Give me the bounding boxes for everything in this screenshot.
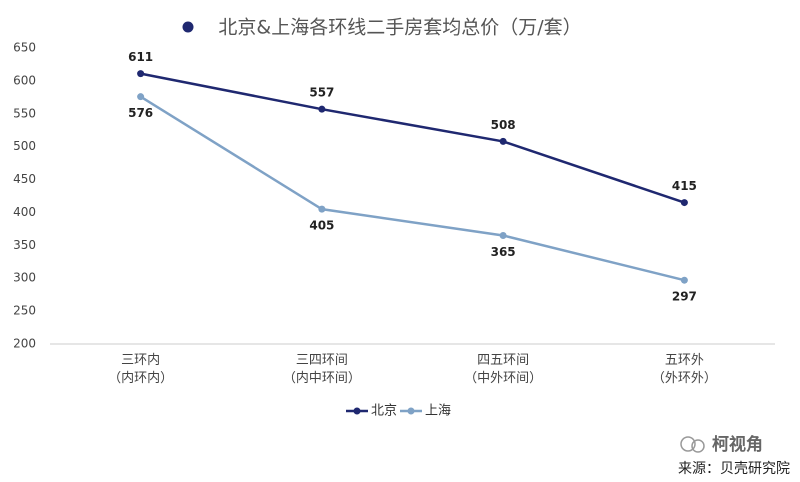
source-note: 来源：贝壳研究院 (678, 460, 790, 477)
chart-title: 北京&上海各环线二手房套均总价（万/套） (218, 17, 581, 39)
y-tick-label: 450 (13, 172, 36, 186)
data-point (499, 231, 507, 239)
y-tick-label: 350 (13, 238, 36, 252)
x-tick-label: 三环内 （内环内） (108, 353, 174, 386)
y-tick-label: 600 (13, 73, 36, 87)
data-point (680, 276, 688, 284)
y-tick-label: 550 (13, 106, 36, 120)
data-point (499, 137, 507, 145)
x-tick-label: 三四环间 （内中环间） (282, 353, 361, 386)
data-label: 297 (672, 290, 697, 304)
x-tick-label: 四五环间 （中外环间） (464, 353, 543, 386)
y-tick-label: 250 (13, 304, 36, 318)
y-tick-label: 200 (13, 337, 36, 351)
x-tick-label: 五环外 （外环外） (651, 353, 717, 386)
data-label: 557 (309, 86, 334, 100)
data-label: 415 (672, 179, 697, 193)
watermark: 柯视角 (712, 434, 763, 455)
legend-label: 上海 (425, 404, 451, 419)
data-label: 508 (491, 118, 516, 132)
legend-marker (407, 407, 415, 415)
data-label: 365 (491, 245, 516, 259)
y-tick-label: 650 (13, 41, 36, 55)
legend-label: 北京 (371, 404, 397, 419)
series-line (139, 95, 685, 282)
y-tick-label: 300 (13, 271, 36, 285)
data-point (137, 93, 145, 101)
title-dot (182, 21, 194, 33)
legend-marker (353, 407, 361, 415)
y-tick-label: 500 (13, 139, 36, 153)
watermark-icon (680, 436, 705, 453)
y-tick-label: 400 (13, 205, 36, 219)
data-label: 405 (309, 219, 334, 233)
data-point (318, 205, 326, 213)
series-line (140, 72, 685, 204)
data-label: 576 (128, 106, 153, 120)
data-point (318, 105, 326, 113)
data-point (680, 199, 688, 207)
data-label: 611 (128, 50, 153, 64)
data-point (137, 70, 145, 78)
